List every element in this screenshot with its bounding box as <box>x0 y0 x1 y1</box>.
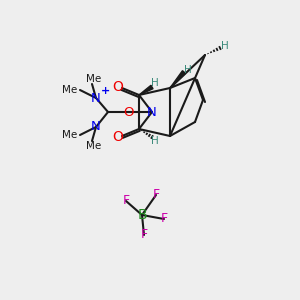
Text: +: + <box>100 86 109 96</box>
Text: O: O <box>112 130 123 144</box>
Text: Me: Me <box>62 130 77 140</box>
Text: O: O <box>123 106 133 118</box>
Text: N: N <box>91 121 101 134</box>
Polygon shape <box>139 85 153 95</box>
Text: Me: Me <box>86 74 102 84</box>
Text: F: F <box>152 188 160 202</box>
Text: H: H <box>151 78 159 88</box>
Text: Me: Me <box>86 141 102 151</box>
Text: N: N <box>91 92 101 104</box>
Text: N: N <box>147 106 157 118</box>
Polygon shape <box>170 71 185 88</box>
Text: F: F <box>122 194 130 208</box>
Text: F: F <box>160 212 168 226</box>
Text: B: B <box>137 208 147 222</box>
Text: H: H <box>151 136 159 146</box>
Text: O: O <box>112 80 123 94</box>
Text: Me: Me <box>62 85 77 95</box>
Text: H: H <box>184 65 192 75</box>
Text: H: H <box>221 41 229 51</box>
Text: F: F <box>140 229 148 242</box>
